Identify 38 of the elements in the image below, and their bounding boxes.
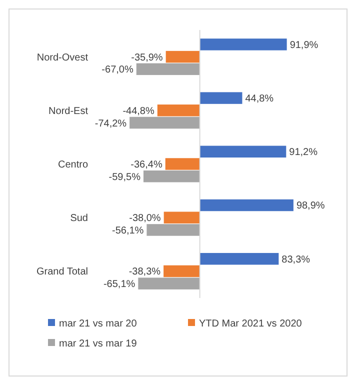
bar <box>200 252 279 265</box>
y-tick-label: Centro <box>58 160 88 170</box>
data-label: 44,8% <box>245 94 274 105</box>
bar <box>146 224 200 236</box>
bar <box>200 38 287 50</box>
data-label: -59,5% <box>108 172 141 183</box>
bar <box>164 212 200 224</box>
legend-label: mar 21 vs mar 20 <box>59 318 138 330</box>
data-label: 91,2% <box>289 147 318 158</box>
data-label: -38,3% <box>128 266 161 278</box>
bar <box>130 116 200 129</box>
bar <box>138 278 200 290</box>
bar <box>136 63 200 76</box>
bar <box>200 92 242 104</box>
data-label: -44,8% <box>122 106 154 117</box>
bar <box>200 146 286 158</box>
bar <box>200 199 294 212</box>
data-label: -38,0% <box>129 213 161 224</box>
bar <box>143 170 200 182</box>
legend-label: YTD Mar 2021 vs 2020 <box>199 318 302 330</box>
bar <box>157 104 200 116</box>
legend-label: mar 21 vs mar 19 <box>59 338 138 350</box>
bar <box>166 50 200 63</box>
data-label: 98,9% <box>296 200 325 212</box>
data-label: 83,3% <box>282 254 310 266</box>
data-label: -65,1% <box>103 279 136 290</box>
y-tick-label: Sud <box>70 213 88 224</box>
data-label: 91,9% <box>290 40 318 51</box>
y-tick-label: Nord-Est <box>48 106 88 117</box>
data-label: -36,4% <box>130 160 162 170</box>
data-label: -67,0% <box>102 64 134 76</box>
y-tick-label: Nord-Ovest <box>36 52 88 64</box>
bar <box>165 158 200 170</box>
data-label: -35,9% <box>131 52 163 64</box>
y-tick-label: Grand Total <box>36 266 88 278</box>
data-label: -56,1% <box>112 225 144 236</box>
bar <box>164 265 200 278</box>
data-label: -74,2% <box>94 118 127 130</box>
